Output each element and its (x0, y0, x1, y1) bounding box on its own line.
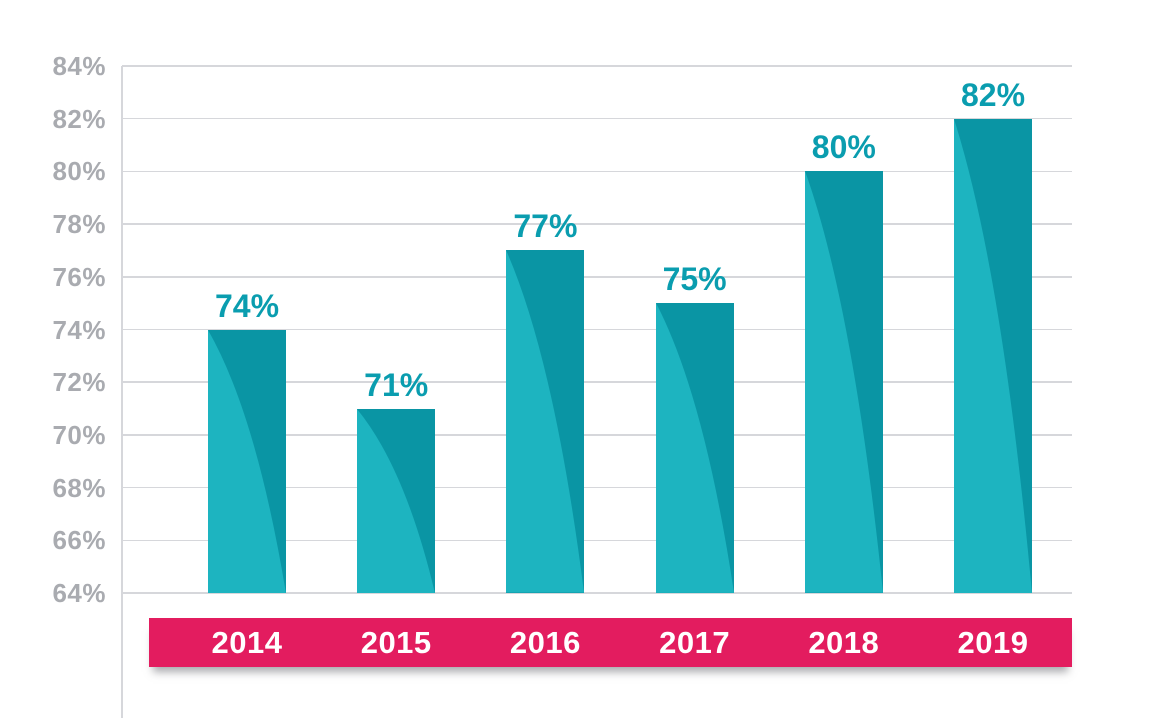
y-axis-tick: 78% (52, 209, 106, 240)
y-axis-tick: 76% (52, 261, 106, 292)
bar-value-label: 75% (662, 261, 727, 298)
gridline (122, 592, 1072, 594)
y-axis-tick: 70% (52, 419, 106, 450)
y-axis-tick: 68% (52, 472, 106, 503)
bar-2019 (954, 118, 1032, 593)
y-axis-tick: 72% (52, 367, 106, 398)
gridline (122, 381, 1072, 383)
y-axis-tick: 74% (52, 314, 106, 345)
y-axis-tick: 82% (52, 103, 106, 134)
bar-gradient (357, 408, 436, 593)
x-axis-label: 2018 (808, 625, 880, 660)
x-axis-band: 2014 2015 2016 2017 2018 2019 (149, 618, 1072, 667)
gridline (122, 65, 1072, 67)
gridline (122, 170, 1072, 173)
gridline (122, 328, 1072, 331)
bar-value-label: 77% (513, 208, 578, 245)
gridline (122, 117, 1072, 120)
bar-value-label: 74% (214, 287, 280, 324)
bar-2016 (506, 250, 585, 593)
bar-gradient (655, 303, 734, 593)
bar-2015 (357, 408, 436, 593)
x-axis-label: 2016 (509, 625, 581, 660)
bar-gradient (506, 250, 585, 593)
y-axis-tick: 84% (52, 51, 106, 81)
bar-gradient (954, 118, 1032, 593)
gridline (122, 276, 1072, 278)
bar-value-label: 82% (960, 76, 1026, 113)
bar-2014 (208, 329, 286, 593)
gridline (122, 486, 1072, 489)
y-axis-tick: 80% (52, 156, 106, 187)
gridline (122, 223, 1072, 225)
bar-value-label: 71% (364, 366, 429, 403)
gridline (122, 539, 1072, 542)
bar-value-label: 80% (811, 129, 876, 166)
bar-2018 (804, 171, 883, 593)
bar-gradient (804, 171, 883, 593)
x-axis-label: 2017 (659, 625, 731, 660)
x-axis-label: 2015 (360, 625, 432, 660)
bar-2017 (655, 303, 734, 593)
bar-gradient (208, 329, 286, 593)
x-axis-label: 2014 (211, 625, 283, 660)
gridline (122, 434, 1072, 436)
x-axis-label: 2019 (957, 625, 1029, 660)
y-axis-line (121, 66, 123, 718)
y-axis-tick: 64% (52, 578, 106, 608)
y-axis-tick: 66% (52, 525, 106, 556)
